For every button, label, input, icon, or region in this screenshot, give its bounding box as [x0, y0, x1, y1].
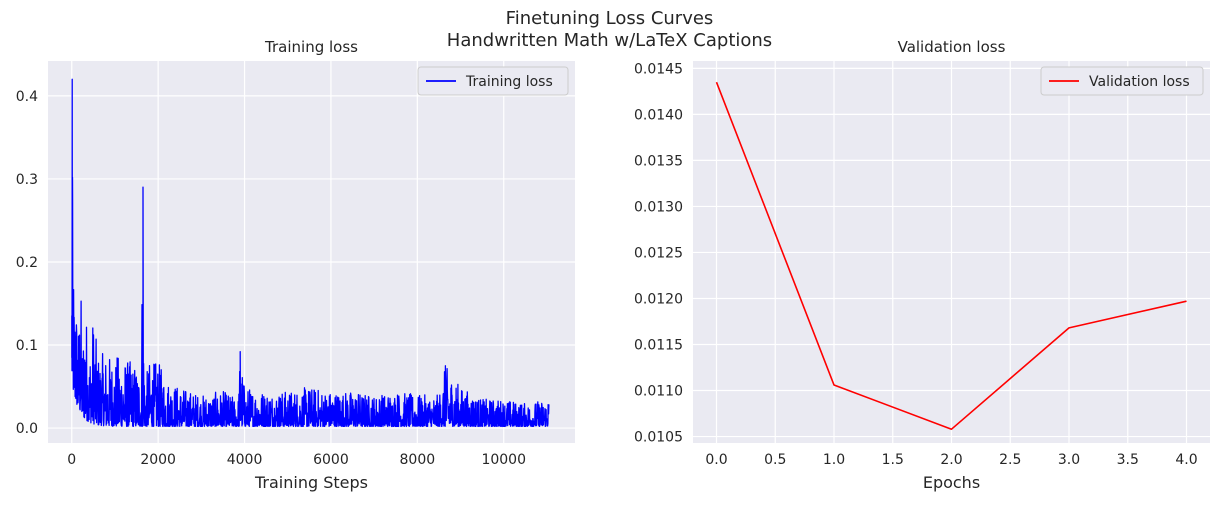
- legend-box: [417, 66, 569, 96]
- x-tick-label: 1.0: [823, 452, 845, 468]
- x-tick-label: 0: [67, 452, 76, 468]
- figure-suptitle-line1: Finetuning Loss Curves: [505, 8, 714, 29]
- x-tick-label: 3.0: [1058, 452, 1080, 468]
- figure-suptitle-line2: Handwritten Math w/LaTeX Captions: [446, 30, 773, 51]
- panel-title: Training loss: [264, 38, 358, 56]
- y-tick-label: 0.2: [16, 255, 38, 271]
- legend-label: Training loss: [465, 74, 553, 90]
- x-tick-label: 2000: [140, 452, 176, 468]
- y-tick-label: 0.0135: [634, 153, 683, 169]
- y-tick-label: 0.0145: [634, 61, 683, 77]
- y-tick-label: 0.0115: [634, 338, 683, 354]
- legend: Training loss: [417, 66, 569, 96]
- y-tick-label: 0.1: [16, 338, 38, 354]
- y-tick-label: 0.0140: [634, 107, 683, 123]
- training-loss-line: [71, 78, 550, 428]
- x-tick-label: 10000: [481, 452, 526, 468]
- y-tick-label: 0.0: [16, 421, 38, 437]
- y-tick-label: 0.0125: [634, 245, 683, 261]
- x-axis-label: Epochs: [923, 473, 980, 492]
- panel-title: Validation loss: [898, 38, 1006, 56]
- x-tick-label: 6000: [313, 452, 349, 468]
- x-tick-label: 3.5: [1117, 452, 1139, 468]
- y-tick-label: 0.0105: [634, 430, 683, 446]
- y-tick-label: 0.0130: [634, 199, 683, 215]
- x-tick-label: 8000: [400, 452, 436, 468]
- y-tick-label: 0.0120: [634, 291, 683, 307]
- x-axis-label: Training Steps: [254, 473, 368, 492]
- legend-label: Validation loss: [1089, 74, 1190, 90]
- grid: [693, 61, 1210, 443]
- legend: Validation loss: [1040, 66, 1204, 96]
- legend-box: [1040, 66, 1204, 96]
- x-tick-label: 4000: [227, 452, 263, 468]
- x-tick-label: 0.0: [705, 452, 727, 468]
- x-tick-label: 0.5: [764, 452, 786, 468]
- grid: [48, 61, 575, 443]
- y-tick-label: 0.4: [16, 89, 38, 105]
- x-tick-label: 4.0: [1175, 452, 1197, 468]
- x-tick-label: 2.5: [999, 452, 1021, 468]
- y-tick-label: 0.0110: [634, 384, 683, 400]
- x-tick-label: 1.5: [882, 452, 904, 468]
- y-tick-label: 0.3: [16, 172, 38, 188]
- validation-loss-panel: 0.0 0.5 1.0 1.5 2.0 2.5 3.0 3.5 4.0 0.0105 0.0110 0…: [634, 38, 1210, 492]
- x-tick-label: 2.0: [940, 452, 962, 468]
- training-loss-panel: 0 2000 4000 6000 8000 10000 0.0 0.1 0.2 0.3 0.4 Tra…: [16, 38, 575, 492]
